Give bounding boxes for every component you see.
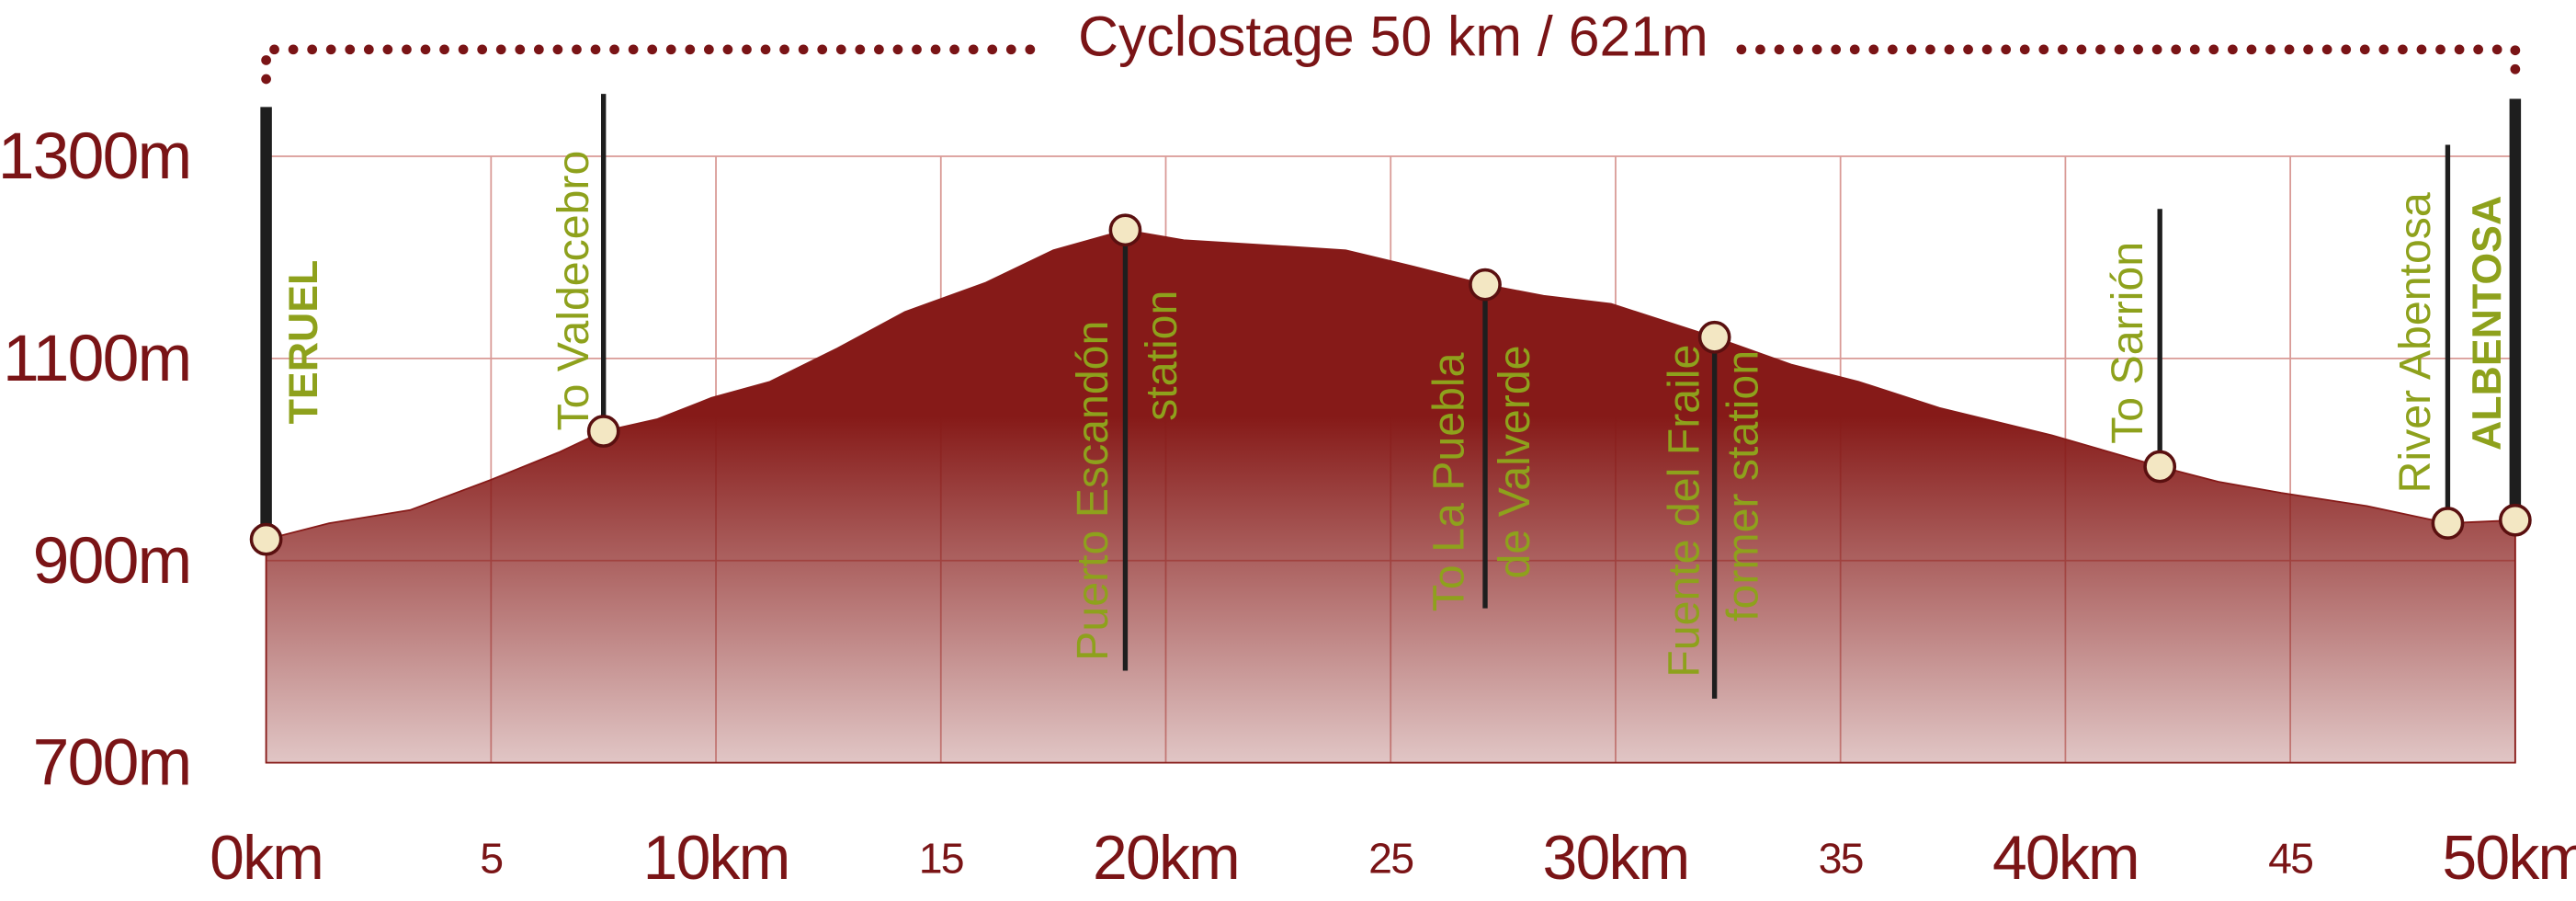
y-tick-label: 1100m: [3, 322, 190, 395]
y-tick-label: 1300m: [0, 120, 190, 193]
waypoint-label: River Abentosa: [2390, 192, 2440, 493]
x-tick-label: 50km: [2442, 824, 2576, 893]
waypoint-label: Puerto Escandón: [1068, 321, 1118, 661]
waypoint-label: TERUEL: [281, 260, 326, 425]
x-tick-label: 25: [1368, 834, 1413, 882]
x-tick-label: 35: [1819, 834, 1863, 882]
waypoint-label: To La Puebla: [1424, 352, 1474, 611]
waypoint-marker: [249, 522, 283, 556]
x-tick-label: 15: [919, 834, 963, 882]
y-tick-label: 700m: [33, 726, 191, 800]
x-tick-label: 20km: [1093, 824, 1239, 893]
waypoint-label: de Valverde: [1490, 345, 1539, 578]
x-tick-label: 10km: [643, 824, 789, 893]
x-tick-label: 5: [480, 834, 502, 882]
x-tick-label: 30km: [1542, 824, 1688, 893]
waypoint-marker: [1469, 268, 1502, 302]
x-tick-label: 40km: [1992, 824, 2139, 893]
waypoint-marker: [2143, 450, 2177, 484]
waypoint-label: former station: [1719, 350, 1768, 622]
waypoint-marker: [1697, 320, 1731, 354]
waypoint-marker: [586, 415, 620, 448]
waypoint-marker: [2431, 507, 2465, 540]
chart-title: Cyclostage 50 km / 621m: [1078, 6, 1708, 68]
waypoint-label: Fuente del Fraile: [1659, 345, 1708, 678]
waypoint-label: To Valdecebro: [549, 151, 598, 431]
x-tick-label: 45: [2268, 834, 2312, 882]
waypoint-label: ALBENTOSA: [2465, 196, 2510, 450]
waypoint-marker: [2498, 503, 2532, 537]
elevation-area: [265, 229, 2516, 764]
y-tick-label: 900m: [33, 524, 191, 598]
x-tick-label: 0km: [210, 824, 323, 893]
waypoint-label: station: [1137, 291, 1186, 421]
waypoint-label: To Sarrión: [2103, 242, 2152, 444]
title-bracket: [261, 44, 2521, 85]
waypoint-marker: [1108, 213, 1142, 247]
